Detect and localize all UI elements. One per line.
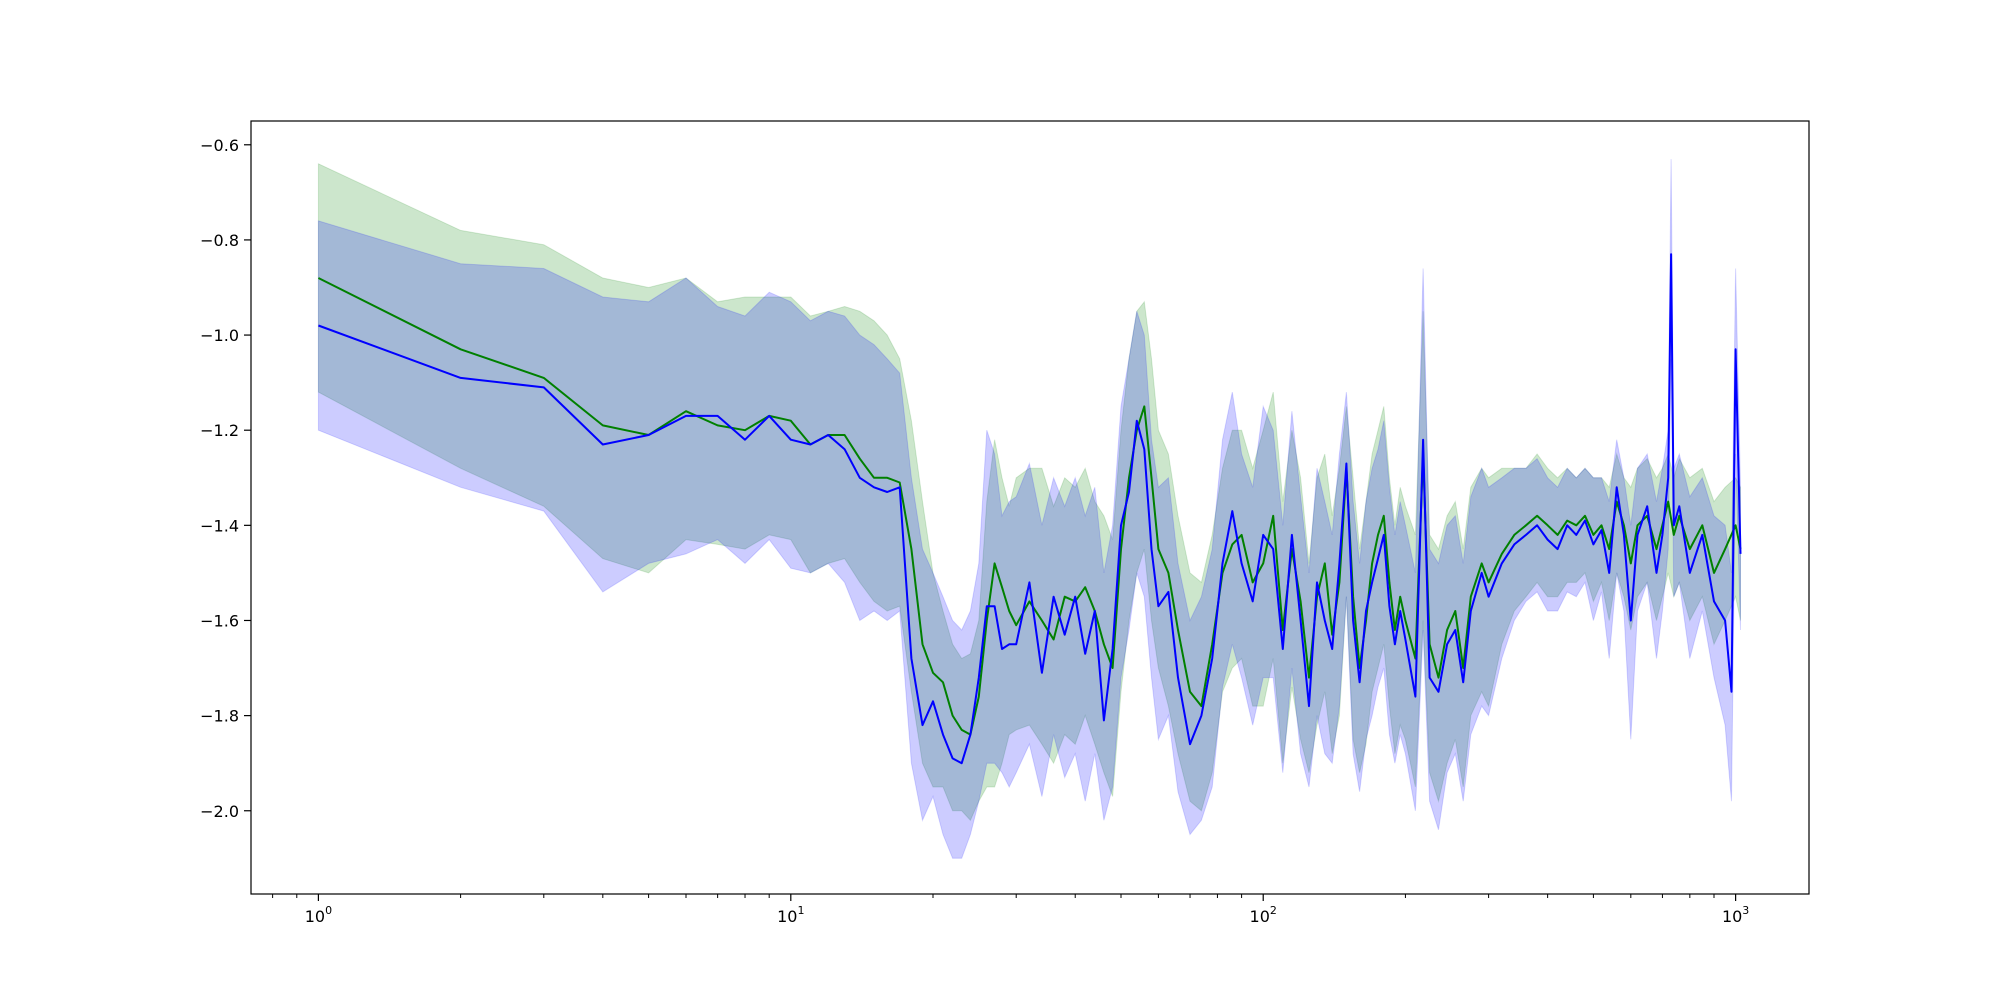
- x-tick-exponent: 0: [325, 904, 332, 917]
- y-tick-label: −1.4: [200, 516, 239, 535]
- y-tick-label: −1.0: [200, 326, 239, 345]
- x-tick-base: 10: [777, 907, 797, 926]
- x-axis: 100 101 102 103: [272, 894, 1749, 926]
- series-2-band: [317, 159, 1741, 859]
- series-2-line: [318, 253, 1742, 765]
- x-tick-label: 102: [1250, 904, 1277, 926]
- x-tick-base: 10: [1722, 907, 1742, 926]
- confidence-bands: [317, 159, 1741, 859]
- y-tick-label: −1.6: [200, 611, 239, 630]
- axes-frame: [250, 120, 1810, 895]
- y-tick-label: −1.8: [200, 707, 239, 726]
- x-tick-base: 10: [305, 907, 325, 926]
- series-lines: [317, 253, 1742, 765]
- x-tick-exponent: 1: [797, 904, 804, 917]
- x-tick-label: 103: [1722, 904, 1749, 926]
- series-1-band: [317, 163, 1741, 822]
- x-tick-label: 100: [305, 904, 332, 926]
- y-axis: −0.6 −0.8 −1.0 −1.2 −1.4 −1.6 −1.8 −2.0: [200, 136, 251, 821]
- x-tick-base: 10: [1250, 907, 1270, 926]
- x-tick-exponent: 3: [1742, 904, 1749, 917]
- x-tick-label: 101: [777, 904, 804, 926]
- series-1-line: [317, 277, 1742, 736]
- y-tick-label: −0.8: [200, 231, 239, 250]
- x-tick-exponent: 2: [1270, 904, 1277, 917]
- y-tick-label: −1.2: [200, 421, 239, 440]
- y-tick-label: −0.6: [200, 136, 239, 155]
- y-tick-label: −2.0: [200, 802, 239, 821]
